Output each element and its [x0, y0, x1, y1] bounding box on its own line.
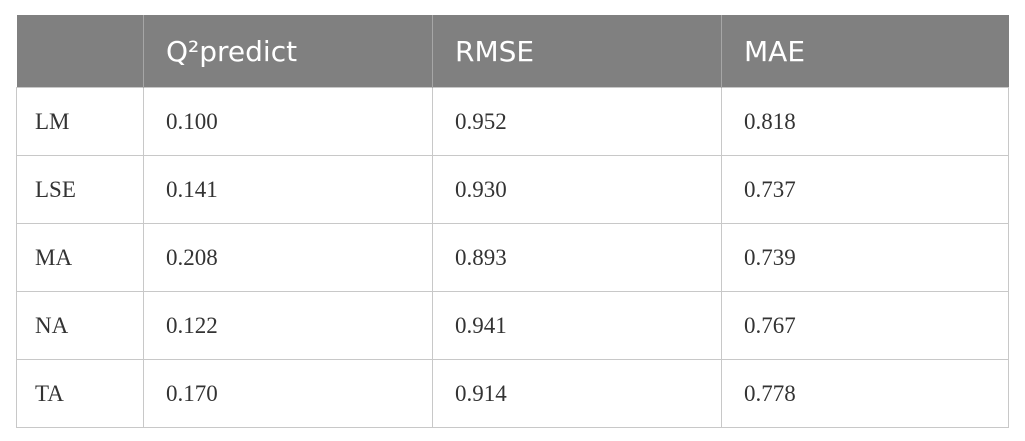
- value-cell: 0.100: [143, 87, 433, 156]
- value-cell: 0.914: [432, 359, 722, 428]
- row-label: TA: [16, 359, 144, 428]
- table-container: Q²predict RMSE MAE LM 0.100 0.952 0.818 LSE 0.1…: [16, 15, 1009, 428]
- value-cell: 0.122: [143, 291, 433, 360]
- header-cell: RMSE: [432, 15, 722, 88]
- table-row: TA 0.170 0.914 0.778: [16, 359, 1009, 428]
- value-cell: 0.893: [432, 223, 722, 292]
- header-row: Q²predict RMSE MAE: [16, 15, 1009, 88]
- table-row: NA 0.122 0.941 0.767: [16, 291, 1009, 360]
- header-cell: MAE: [721, 15, 1009, 88]
- value-cell: 0.170: [143, 359, 433, 428]
- value-cell: 0.778: [721, 359, 1009, 428]
- value-cell: 0.818: [721, 87, 1009, 156]
- results-table: Q²predict RMSE MAE LM 0.100 0.952 0.818 LSE 0.1…: [16, 15, 1009, 428]
- value-cell: 0.739: [721, 223, 1009, 292]
- row-label: MA: [16, 223, 144, 292]
- value-cell: 0.767: [721, 291, 1009, 360]
- value-cell: 0.208: [143, 223, 433, 292]
- value-cell: 0.941: [432, 291, 722, 360]
- table-row: LM 0.100 0.952 0.818: [16, 87, 1009, 156]
- value-cell: 0.930: [432, 155, 722, 224]
- row-label: NA: [16, 291, 144, 360]
- row-label: LSE: [16, 155, 144, 224]
- value-cell: 0.141: [143, 155, 433, 224]
- header-cell: [16, 15, 144, 88]
- value-cell: 0.952: [432, 87, 722, 156]
- table-row: LSE 0.141 0.930 0.737: [16, 155, 1009, 224]
- table-body: LM 0.100 0.952 0.818 LSE 0.141 0.930 0.737 MA 0.2…: [16, 87, 1009, 428]
- table-row: MA 0.208 0.893 0.739: [16, 223, 1009, 292]
- row-label: LM: [16, 87, 144, 156]
- header-cell: Q²predict: [143, 15, 433, 88]
- value-cell: 0.737: [721, 155, 1009, 224]
